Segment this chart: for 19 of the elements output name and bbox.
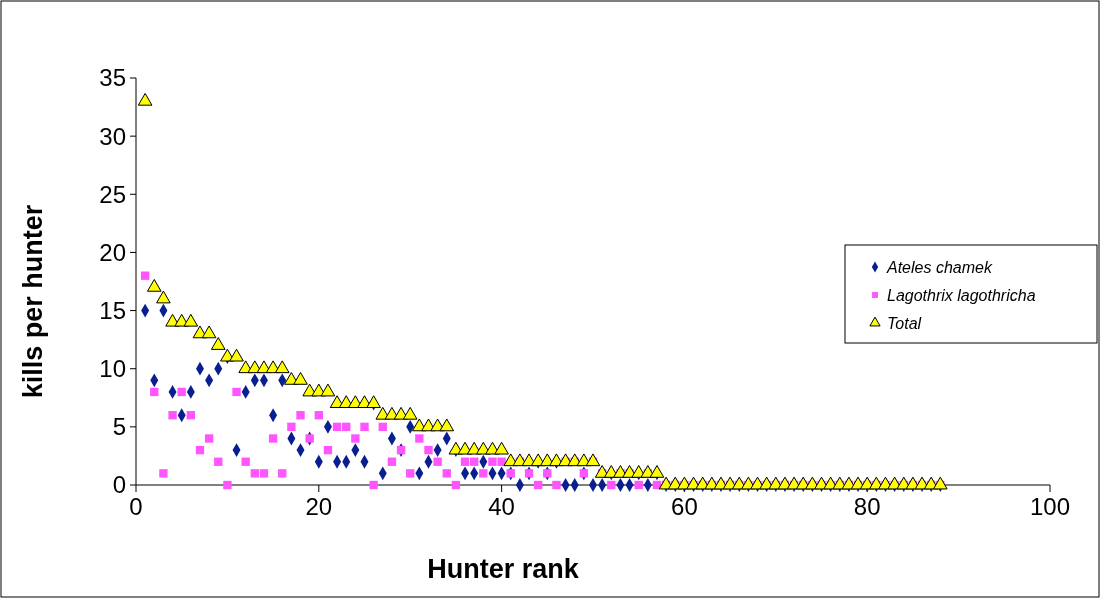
legend-label: Lagothrix lagothricha [887,286,1036,304]
y-tick-label: 30 [99,122,126,150]
y-tick-label: 15 [99,296,126,324]
y-tick-label: 20 [99,238,126,266]
x-tick-label: 60 [671,493,698,520]
y-axis-title: kills per hunter [18,204,48,399]
legend-label: Ateles chamek [886,258,993,276]
y-tick-label: 5 [112,413,126,441]
y-tick-label: 10 [99,355,126,383]
x-axis-title: Hunter rank [427,554,580,584]
x-tick-label: 100 [1029,493,1071,520]
x-tick-label: 20 [305,493,333,520]
x-tick-label: 80 [853,493,881,520]
y-tick-label: 0 [112,471,126,499]
x-tick-label: 0 [129,493,143,520]
x-tick-label: 40 [488,493,515,520]
y-tick-label: 25 [99,180,126,208]
legend-label: Total [887,314,922,332]
y-tick-label: 35 [99,64,126,92]
